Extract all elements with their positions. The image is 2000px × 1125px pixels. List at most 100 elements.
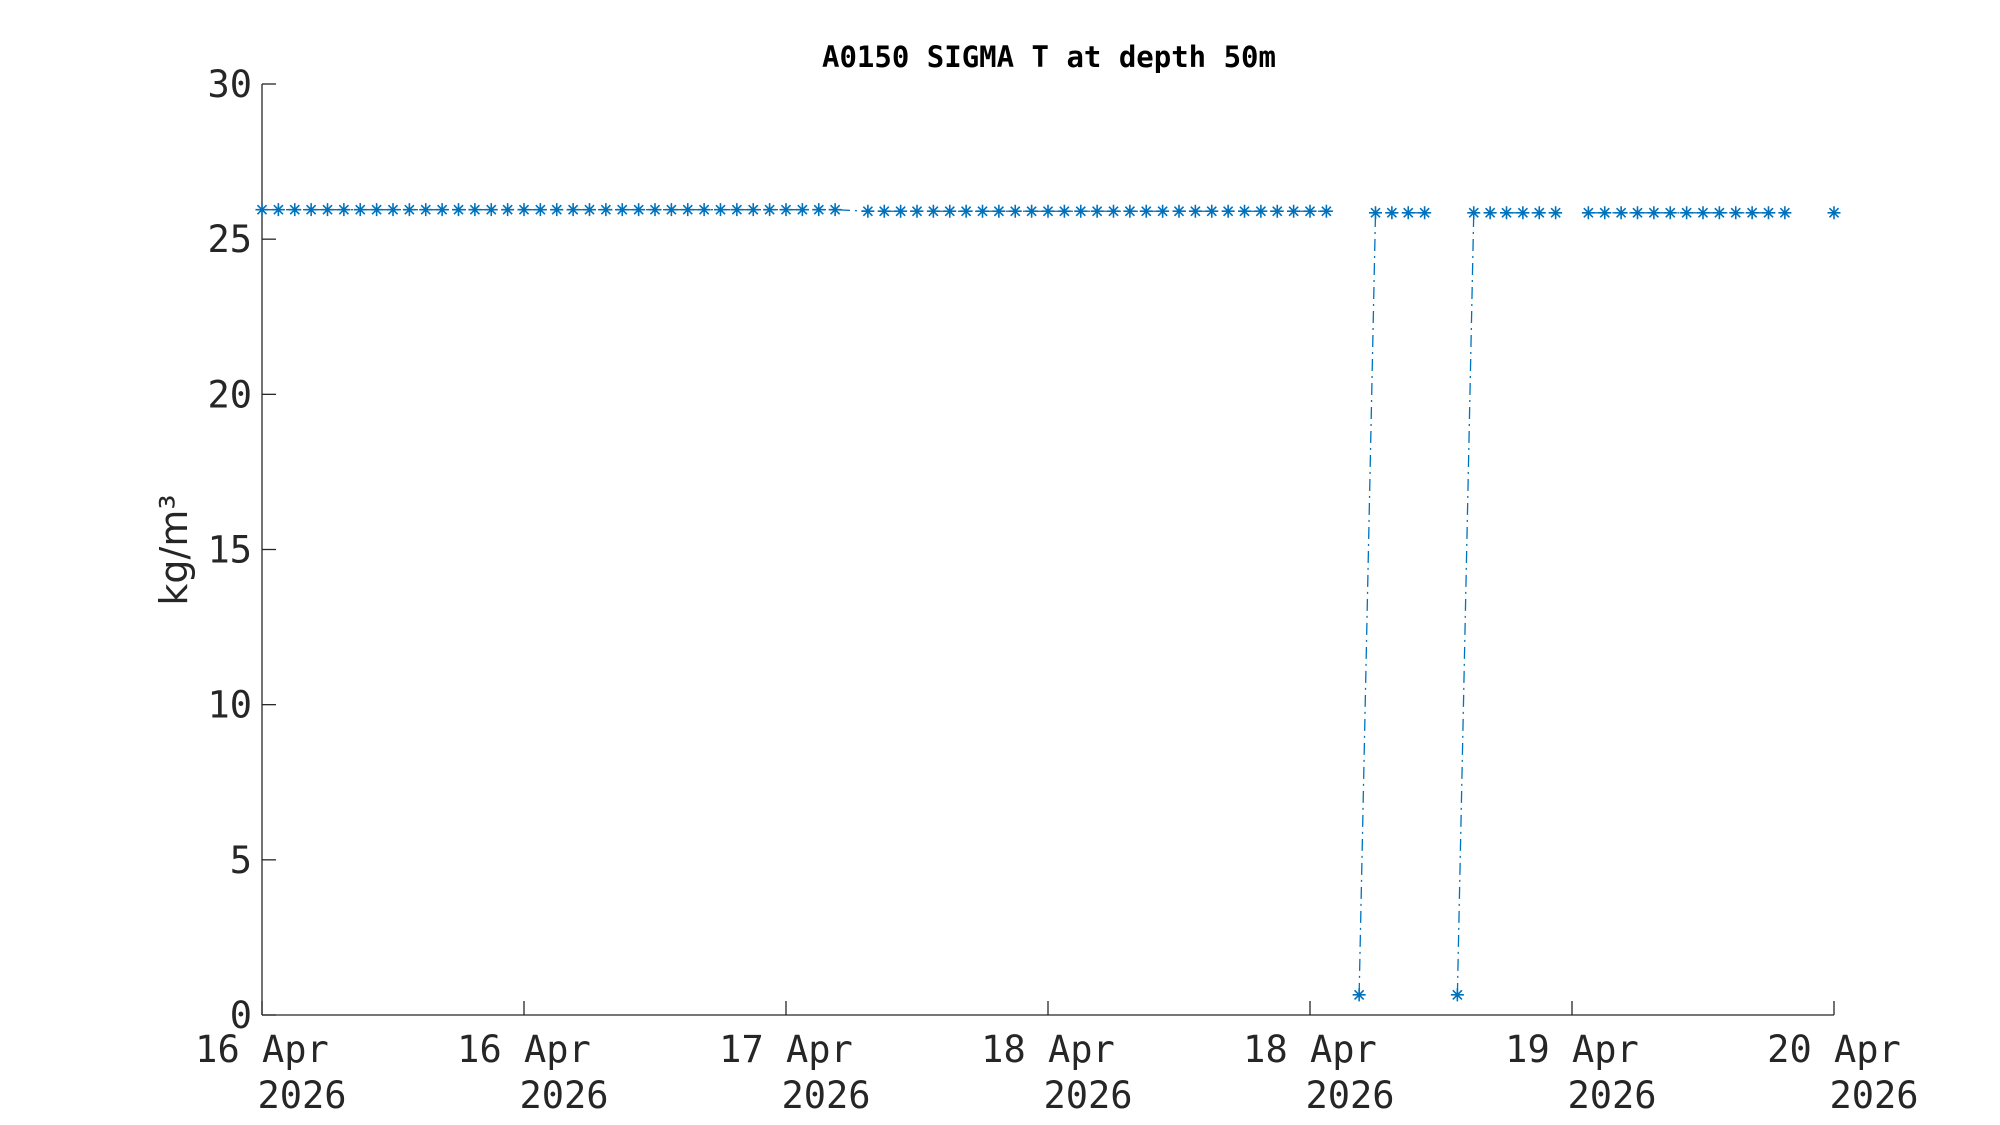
data-point (1647, 206, 1661, 220)
data-point (288, 203, 302, 217)
data-point (926, 204, 940, 218)
data-point (1532, 206, 1546, 220)
data-point (1467, 206, 1481, 220)
data-point (550, 203, 564, 217)
data-point (746, 203, 760, 217)
data-point (943, 204, 957, 218)
data-point (501, 203, 515, 217)
data-point (632, 203, 646, 217)
data-point (1729, 206, 1743, 220)
x-tick-label: 19 Apr 2026 (1505, 1028, 1656, 1117)
data-point (402, 203, 416, 217)
data-point (1680, 206, 1694, 220)
data-point (730, 203, 744, 217)
data-point (517, 203, 531, 217)
y-tick-label: 20 (207, 373, 252, 416)
data-point (1205, 204, 1219, 218)
data-point (910, 204, 924, 218)
data-point (959, 204, 973, 218)
data-point (1008, 204, 1022, 218)
data-point (1827, 206, 1841, 220)
data-point (1221, 204, 1235, 218)
data-point (370, 203, 384, 217)
data-point (1270, 204, 1284, 218)
data-point (386, 203, 400, 217)
data-point (583, 203, 596, 217)
data-point (1745, 206, 1759, 220)
data-point (992, 204, 1006, 218)
data-point (1418, 206, 1432, 220)
data-point (1025, 204, 1039, 218)
data-point (1712, 206, 1726, 220)
data-point (1123, 204, 1137, 218)
data-point (648, 203, 662, 217)
data-point (1500, 206, 1513, 220)
data-point (1401, 206, 1415, 220)
data-point (664, 203, 678, 217)
data-point (484, 203, 498, 217)
data-point (1581, 206, 1595, 220)
x-tick-label: 16 Apr 2026 (195, 1028, 346, 1117)
data-point (714, 203, 727, 217)
y-tick-label: 5 (230, 839, 252, 882)
chart-title: A0150 SIGMA T at depth 50m (822, 40, 1276, 74)
data-point (1483, 206, 1497, 220)
data-point (1352, 988, 1366, 1002)
data-point (1696, 206, 1710, 220)
data-point (353, 203, 367, 217)
data-point (861, 204, 875, 218)
data-point (1598, 206, 1612, 220)
data-point (763, 203, 777, 217)
y-tick-label: 15 (207, 529, 252, 572)
data-point (877, 204, 891, 218)
data-point (1107, 204, 1120, 218)
x-tick-label: 20 Apr 2026 (1767, 1028, 1918, 1117)
data-point (271, 203, 285, 217)
data-point (1369, 206, 1382, 220)
data-point (1156, 204, 1170, 218)
data-point (337, 203, 351, 217)
data-point (1516, 206, 1530, 220)
data-point (779, 203, 793, 217)
data-point (1303, 204, 1317, 218)
x-tick-label: 17 Apr 2026 (719, 1028, 870, 1117)
data-point (1614, 206, 1628, 220)
data-point (599, 203, 613, 217)
data-point (1631, 206, 1644, 220)
data-point (566, 203, 580, 217)
data-point (812, 203, 826, 217)
data-point (255, 203, 269, 217)
data-point (1385, 206, 1399, 220)
data-point (321, 203, 334, 217)
x-tick-label: 18 Apr 2026 (1243, 1028, 1394, 1117)
data-point (1778, 206, 1792, 220)
data-point (1074, 204, 1088, 218)
data-point (1450, 988, 1464, 1002)
data-point (828, 203, 842, 217)
data-point (1172, 204, 1186, 218)
data-point (1287, 204, 1301, 218)
data-point (1057, 204, 1071, 218)
y-tick-label: 0 (230, 994, 252, 1037)
data-point (1663, 206, 1677, 220)
y-tick-label: 10 (207, 684, 252, 727)
data-point (533, 203, 547, 217)
y-tick-label: 25 (207, 218, 252, 261)
data-point (468, 203, 482, 217)
y-tick-label: 30 (207, 63, 252, 106)
data-point (1238, 204, 1251, 218)
data-point (681, 203, 695, 217)
data-point (1139, 204, 1153, 218)
x-tick-label: 16 Apr 2026 (457, 1028, 608, 1117)
data-point (1041, 204, 1055, 218)
data-point (697, 203, 711, 217)
data-point (894, 204, 908, 218)
data-point (1188, 204, 1202, 218)
data-point (304, 203, 318, 217)
series-line (262, 210, 1834, 995)
x-tick-label: 18 Apr 2026 (981, 1028, 1132, 1117)
data-point (1254, 204, 1268, 218)
data-point (419, 203, 433, 217)
